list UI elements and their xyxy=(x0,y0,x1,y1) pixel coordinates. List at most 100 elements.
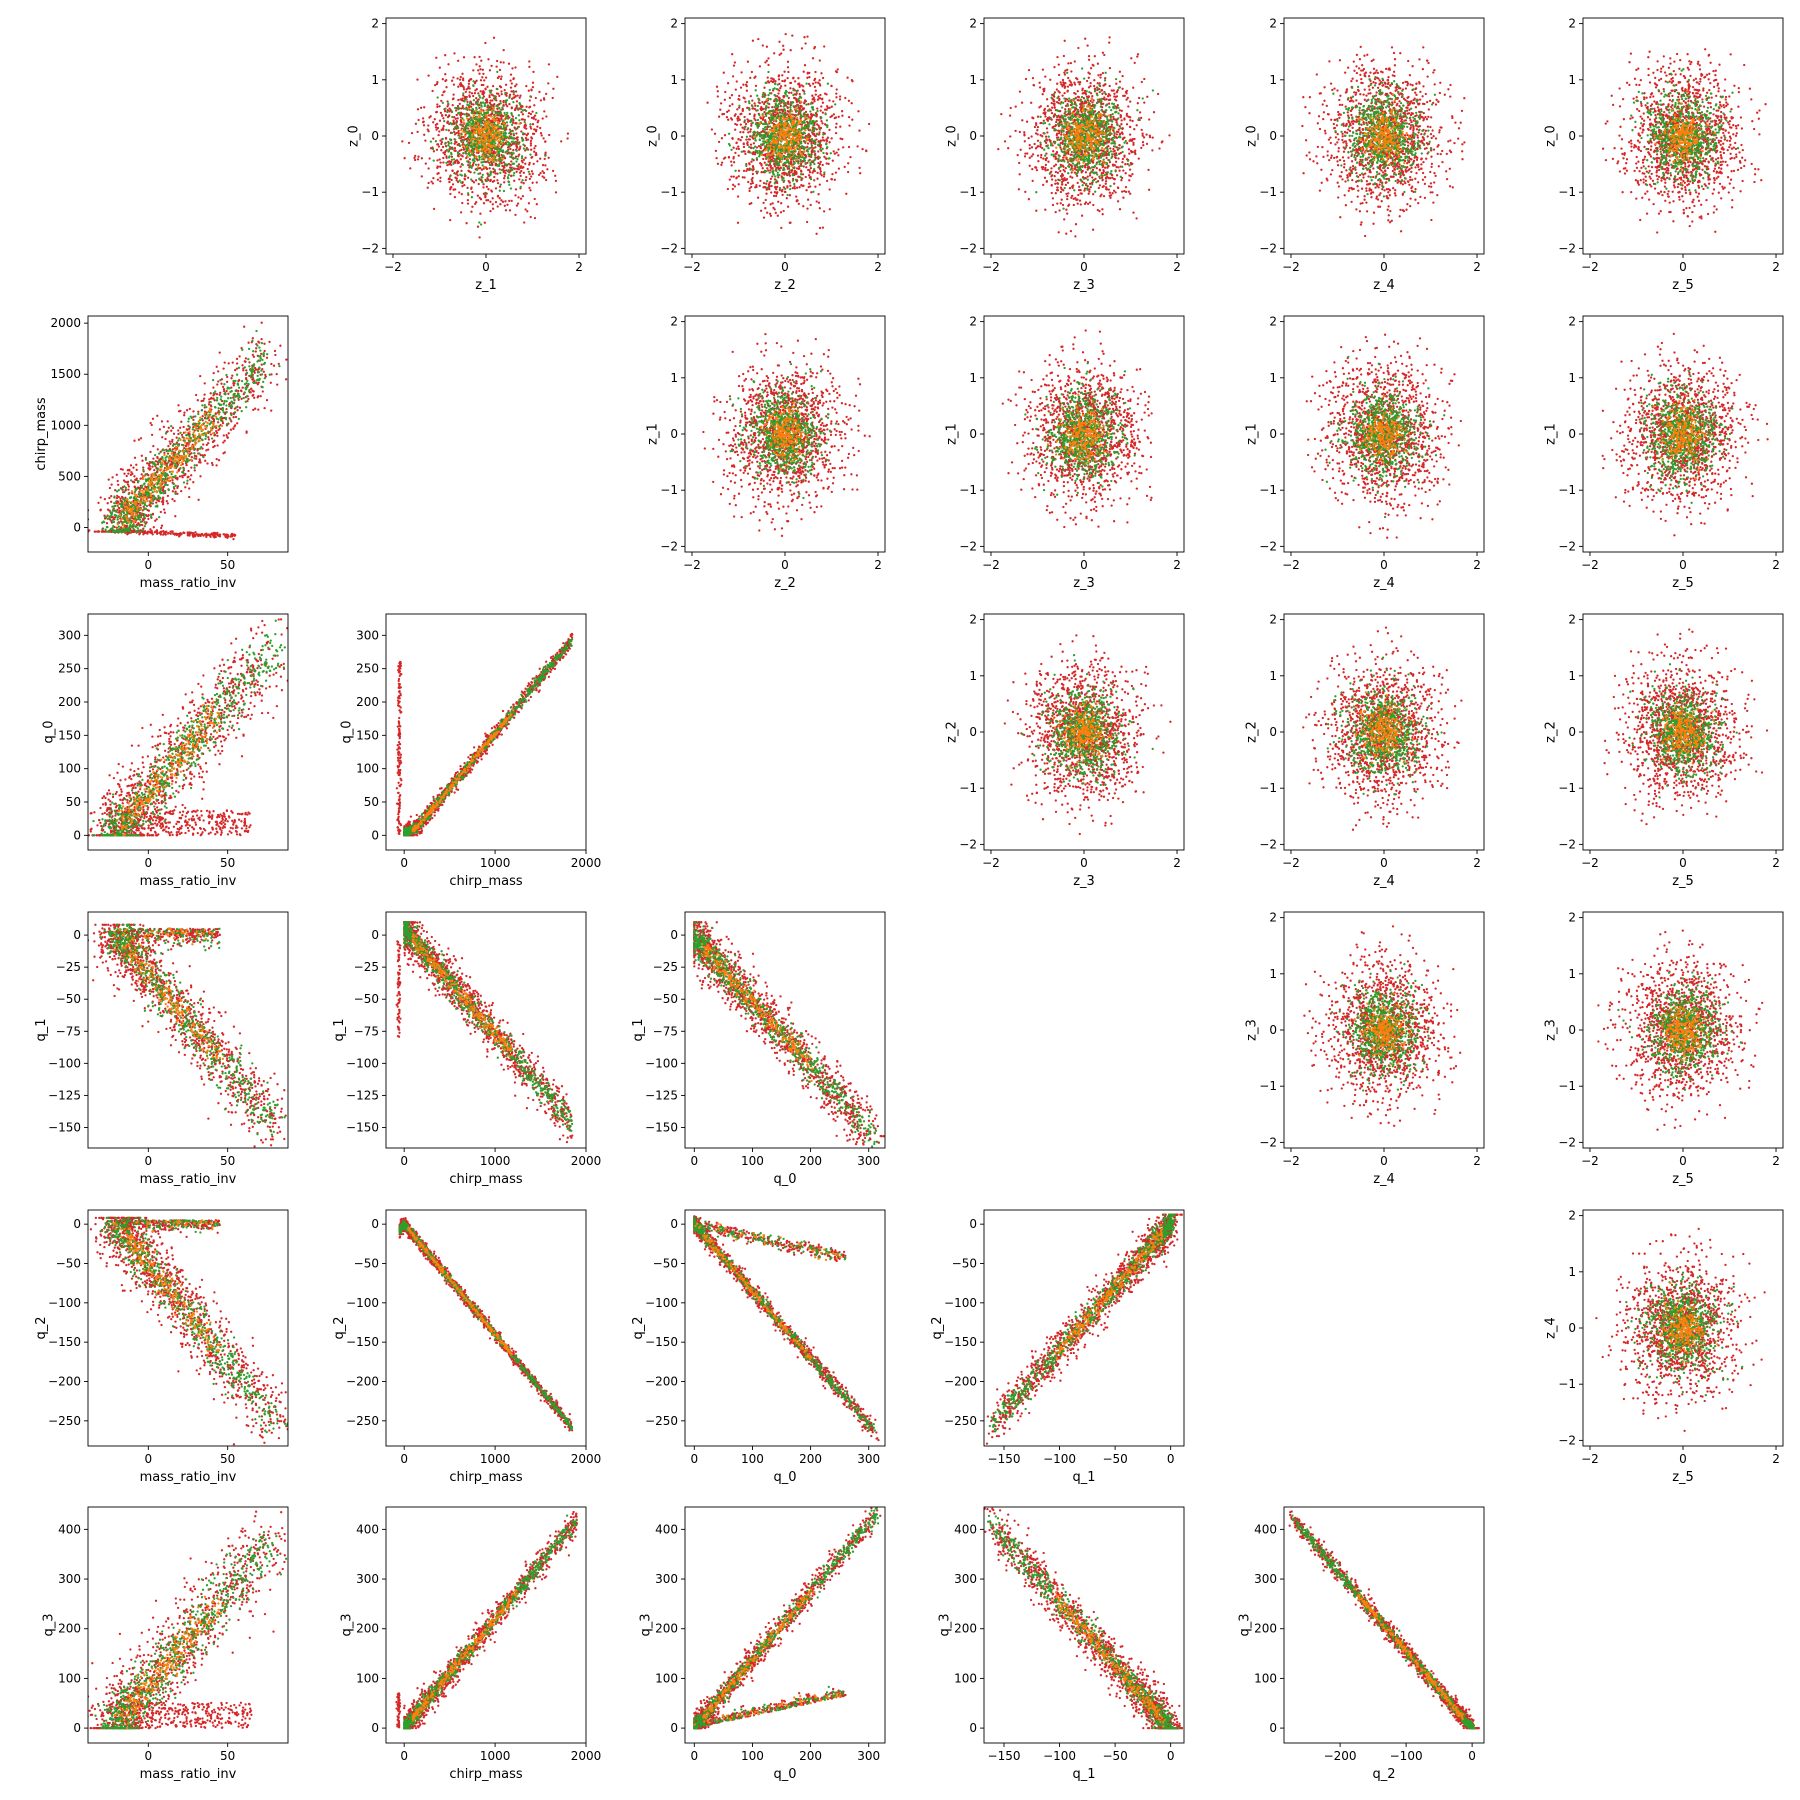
scatter-point xyxy=(469,87,471,89)
scatter-point xyxy=(436,149,438,151)
scatter-point xyxy=(539,158,541,160)
scatter-point xyxy=(501,142,503,144)
scatter-point xyxy=(452,183,454,185)
scatter-point xyxy=(821,122,823,124)
scatter-point xyxy=(454,147,456,149)
scatter-point xyxy=(755,186,757,188)
scatter-point xyxy=(766,123,768,125)
scatter-point xyxy=(769,213,771,215)
scatter-point xyxy=(1108,36,1110,38)
x-tick-label: 0 xyxy=(781,260,789,274)
scatter-point xyxy=(816,110,818,112)
scatter-point xyxy=(511,114,513,116)
scatter-point xyxy=(446,100,448,102)
scatter-point xyxy=(794,127,796,129)
scatter-point xyxy=(445,169,447,171)
scatter-point xyxy=(473,99,475,101)
scatter-point xyxy=(791,116,793,118)
scatter-point xyxy=(510,175,512,177)
scatter-point xyxy=(773,195,775,197)
scatter-point xyxy=(791,34,793,36)
scatter-point xyxy=(831,137,833,139)
scatter-point xyxy=(524,157,526,159)
scatter-point xyxy=(506,150,508,152)
scatter-point xyxy=(462,113,464,115)
scatter-point xyxy=(816,123,818,125)
scatter-point xyxy=(513,172,515,174)
scatter-point xyxy=(757,38,759,40)
scatter-point xyxy=(493,37,495,39)
scatter-point xyxy=(808,160,810,162)
scatter-point xyxy=(454,107,456,109)
scatter-point xyxy=(427,182,429,184)
scatter-point xyxy=(485,114,487,116)
scatter-point xyxy=(814,127,816,129)
scatter-point xyxy=(750,128,752,130)
scatter-point xyxy=(566,137,568,139)
scatter-point xyxy=(795,114,797,116)
scatter-point xyxy=(495,65,497,67)
scatter-point xyxy=(1062,166,1064,168)
scatter-point xyxy=(751,158,753,160)
scatter-point xyxy=(460,181,462,183)
scatter-point xyxy=(523,182,525,184)
scatter-point xyxy=(799,93,801,95)
scatter-point xyxy=(746,118,748,120)
scatter-point xyxy=(567,132,569,134)
scatter-point xyxy=(754,135,756,137)
scatter-point xyxy=(448,129,450,131)
scatter-point xyxy=(733,64,735,66)
scatter-point xyxy=(729,178,731,180)
scatter-point xyxy=(759,185,761,187)
scatter-point xyxy=(730,175,732,177)
scatter-point xyxy=(1073,204,1075,206)
scatter-point xyxy=(746,141,748,143)
scatter-point xyxy=(499,190,501,192)
scatter-point xyxy=(786,139,788,141)
scatter-point xyxy=(782,130,784,132)
scatter-point xyxy=(477,69,479,71)
scatter-point xyxy=(809,110,811,112)
scatter-point xyxy=(465,91,467,93)
scatter-point xyxy=(484,193,486,195)
scatter-point xyxy=(500,109,502,111)
scatter-point xyxy=(472,85,474,87)
scatter-point xyxy=(809,120,811,122)
scatter-point xyxy=(806,121,808,123)
scatter-point xyxy=(788,97,790,99)
scatter-point xyxy=(545,115,547,117)
scatter-point xyxy=(767,158,769,160)
scatter-point xyxy=(757,105,759,107)
scatter-point xyxy=(528,90,530,92)
scatter-point xyxy=(1113,183,1115,185)
scatter-point xyxy=(778,74,780,76)
scatter-point xyxy=(798,133,800,135)
scatter-point xyxy=(751,99,753,101)
scatter-point xyxy=(848,100,850,102)
scatter-point xyxy=(838,116,840,118)
scatter-point xyxy=(746,81,748,83)
scatter-point xyxy=(1088,86,1090,88)
scatter-point xyxy=(724,91,726,93)
scatter-point xyxy=(820,170,822,172)
scatter-point xyxy=(504,89,506,91)
scatter-point xyxy=(530,149,532,151)
scatter-point xyxy=(1121,119,1123,121)
scatter-point xyxy=(787,66,789,68)
scatter-point xyxy=(463,108,465,110)
scatter-point xyxy=(504,125,506,127)
scatter-point xyxy=(492,135,494,137)
scatter-point xyxy=(777,113,779,115)
scatter-point xyxy=(800,135,802,137)
scatter-point xyxy=(427,74,429,76)
scatter-point xyxy=(1023,131,1025,133)
scatter-point xyxy=(512,133,514,135)
scatter-point xyxy=(484,124,486,126)
scatter-point xyxy=(1042,93,1044,95)
scatter-point xyxy=(844,97,846,99)
scatter-point xyxy=(743,116,745,118)
scatter-point xyxy=(1066,195,1068,197)
scatter-point xyxy=(731,53,733,55)
scatter-point xyxy=(489,140,491,142)
